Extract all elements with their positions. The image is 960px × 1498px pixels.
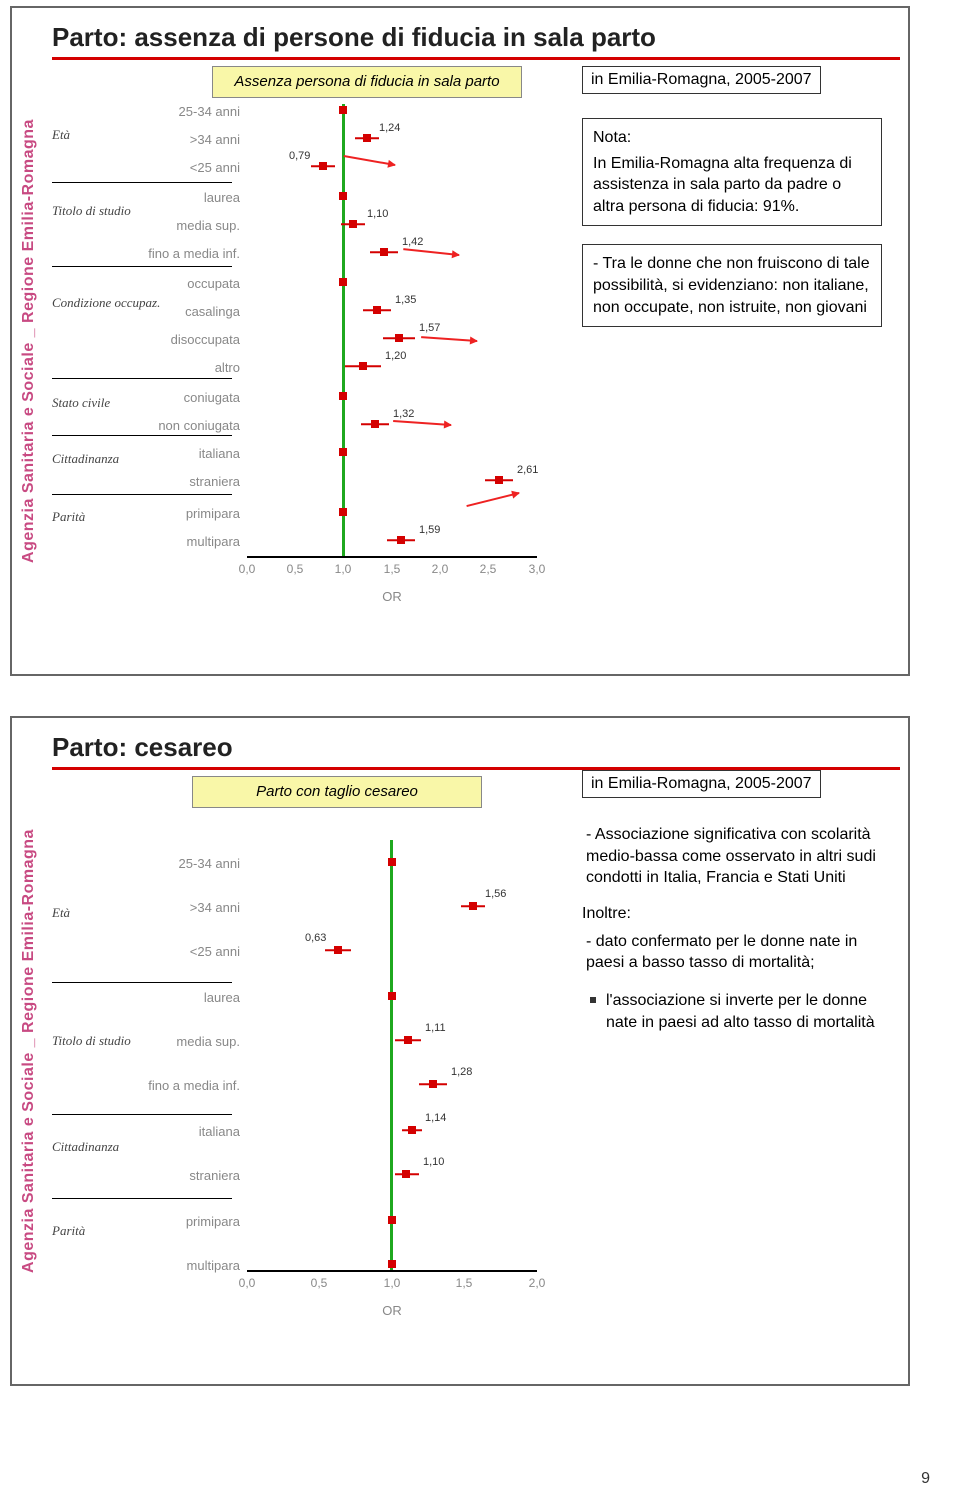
forest-plot-2: Età Titolo di studio Cittadinanza Parità…: [52, 814, 552, 1324]
cat: straniera: [140, 474, 240, 489]
group-citt: Cittadinanza: [52, 1140, 119, 1154]
group-parita: Parità: [52, 510, 85, 524]
page-number: 9: [921, 1470, 930, 1488]
note1: - Associazione significativa con scolari…: [582, 822, 882, 891]
cat: disoccupata: [140, 332, 240, 347]
group-stato: Stato civile: [52, 396, 110, 410]
cat: fino a media inf.: [140, 246, 240, 261]
cat: coniugata: [140, 390, 240, 405]
chart-2: Parto con taglio cesareo Età Titolo di s…: [52, 776, 562, 1356]
cat: laurea: [140, 190, 240, 205]
cat: <25 anni: [140, 944, 240, 959]
cat: primipara: [140, 506, 240, 521]
chart-1: Assenza persona di fiducia in sala parto…: [52, 66, 562, 646]
cat: 25-34 anni: [140, 104, 240, 119]
cat: <25 anni: [140, 160, 240, 175]
group-titolo: Titolo di studio: [52, 1034, 131, 1048]
cat: media sup.: [140, 1034, 240, 1049]
sidebar-text: Agenzia Sanitaria e Sociale _ Regione Em…: [20, 119, 38, 563]
note-box: Nota: In Emilia-Romagna alta frequenza d…: [582, 118, 882, 226]
inoltre: Inoltre:: [582, 905, 882, 923]
cat: primipara: [140, 1214, 240, 1229]
group-parita: Parità: [52, 1224, 85, 1238]
cat: italiana: [140, 1124, 240, 1139]
cat: occupata: [140, 276, 240, 291]
note2: - dato confermato per le donne nate in p…: [582, 929, 882, 976]
cat: straniera: [140, 1168, 240, 1183]
cat: multipara: [140, 1258, 240, 1273]
chart-title: Assenza persona di fiducia in sala parto: [212, 66, 522, 98]
cat: multipara: [140, 534, 240, 549]
cat: altro: [140, 360, 240, 375]
chart-title: Parto con taglio cesareo: [192, 776, 482, 808]
cat: italiana: [140, 446, 240, 461]
group-citt: Cittadinanza: [52, 452, 119, 466]
note-title: Nota:: [593, 127, 871, 149]
group-titolo: Titolo di studio: [52, 204, 131, 218]
plot-area-1: 1,24 0,79 1,10 1,42 1,35 1,57 1,20: [247, 100, 537, 610]
cat: laurea: [140, 990, 240, 1005]
cat: 25-34 anni: [140, 856, 240, 871]
slide-title: Parto: cesareo: [52, 732, 900, 763]
forest-plot-1: Età Titolo di studio Condizione occupaz.…: [52, 100, 552, 610]
bullet: l'associazione si inverte per le donne n…: [582, 990, 882, 1033]
group-eta: Età: [52, 906, 70, 920]
cat: fino a media inf.: [140, 1078, 240, 1093]
cat: casalinga: [140, 304, 240, 319]
period-tag: in Emilia-Romagna, 2005-2007: [582, 770, 821, 798]
note-box-2: - Tra le donne che non fruiscono di tale…: [582, 244, 882, 327]
sidebar-text: Agenzia Sanitaria e Sociale _ Regione Em…: [20, 829, 38, 1273]
right-panel-1: in Emilia-Romagna, 2005-2007 Nota: In Em…: [582, 66, 882, 345]
sidebar: Agenzia Sanitaria e Sociale _ Regione Em…: [12, 718, 46, 1384]
period-tag: in Emilia-Romagna, 2005-2007: [582, 66, 821, 94]
plot-area-2: 1,56 0,63 1,11 1,28 1,14 1,10 0,0: [247, 814, 537, 1324]
slide-2: Agenzia Sanitaria e Sociale _ Regione Em…: [10, 716, 910, 1386]
note-body: In Emilia-Romagna alta frequenza di assi…: [593, 153, 871, 218]
group-eta: Età: [52, 128, 70, 142]
right-panel-2: in Emilia-Romagna, 2005-2007 - Associazi…: [582, 770, 882, 1033]
slide-1: Agenzia Sanitaria e Sociale _ Regione Em…: [10, 6, 910, 676]
cat: media sup.: [140, 218, 240, 233]
cat: >34 anni: [140, 900, 240, 915]
slide-title: Parto: assenza di persone di fiducia in …: [52, 22, 900, 53]
cat: >34 anni: [140, 132, 240, 147]
sidebar: Agenzia Sanitaria e Sociale _ Regione Em…: [12, 8, 46, 674]
title-underline: [52, 57, 900, 60]
cat: non coniugata: [140, 418, 240, 433]
